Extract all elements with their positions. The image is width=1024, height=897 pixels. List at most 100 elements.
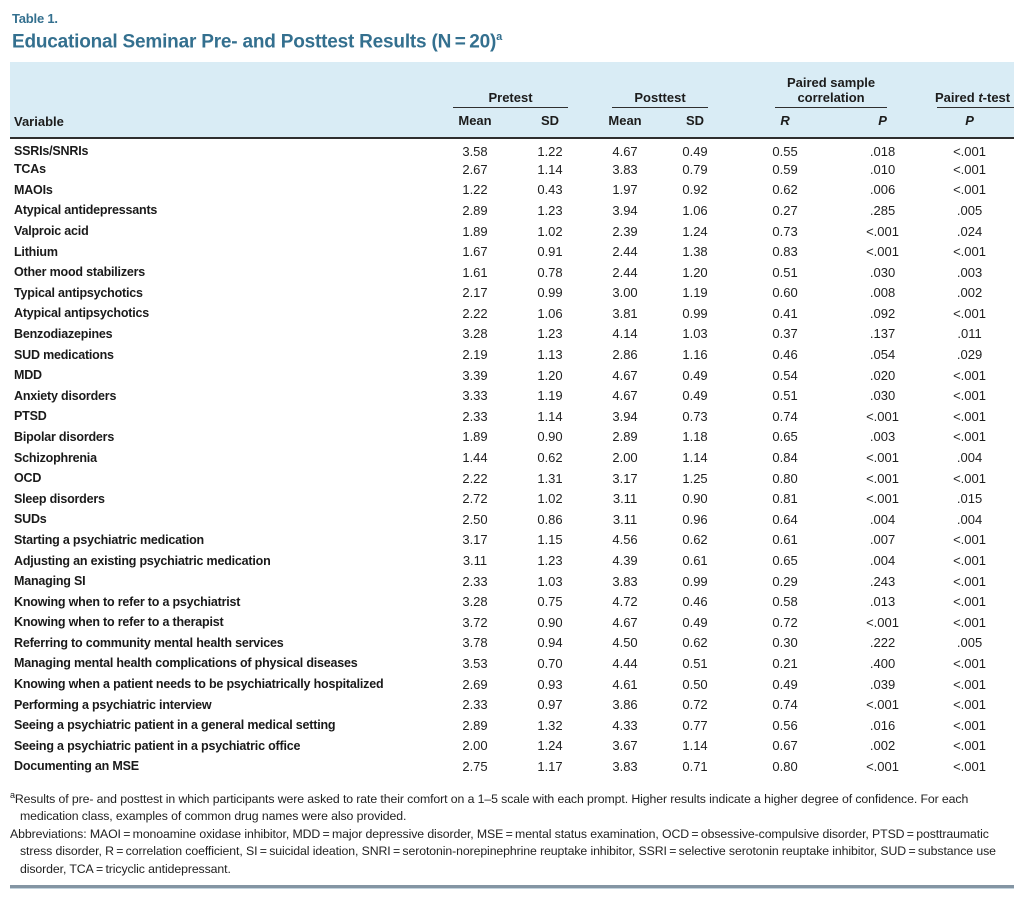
value-cell: .003 — [869, 429, 896, 445]
value-cell: 1.23 — [537, 202, 563, 218]
value-cell: 2.33 — [462, 573, 488, 589]
value-cell: <.001 — [953, 676, 986, 692]
value-cell: <.001 — [953, 738, 986, 754]
value-cell: 3.28 — [462, 594, 488, 610]
value-cell: 4.50 — [612, 635, 638, 651]
value-cell: 0.54 — [772, 367, 798, 383]
table-row: SSRIs/SNRIs 3.58 1.22 4.67 0.49 0.55 .018 <.001 — [10, 138, 1014, 159]
ttest-group-rule — [937, 107, 1015, 109]
value-cell: 2.22 — [462, 305, 488, 321]
variable-cell: SUD medications — [14, 347, 114, 362]
value-cell: 0.27 — [772, 202, 798, 218]
value-cell: <.001 — [866, 223, 899, 239]
value-cell: .400 — [869, 655, 896, 671]
table-row: SUDs 2.50 0.86 3.11 0.96 0.64 .004 .004 — [10, 509, 1014, 530]
value-cell: 2.33 — [462, 697, 488, 713]
variable-cell: SUDs — [14, 512, 47, 527]
value-cell: <.001 — [866, 491, 899, 507]
value-cell: <.001 — [953, 244, 986, 260]
variable-cell: Anxiety disorders — [14, 388, 117, 403]
value-cell: 4.72 — [612, 594, 638, 610]
column-header-posttest-mean: Mean — [590, 108, 661, 140]
footnote-abbreviations: Abbreviations: MAOI = monoamine oxidase … — [10, 826, 996, 876]
variable-cell: Sleep disorders — [14, 491, 105, 506]
value-cell: <.001 — [953, 305, 986, 321]
value-cell: 2.33 — [462, 408, 488, 424]
table-row: Valproic acid 1.89 1.02 2.39 1.24 0.73 <.001 .0… — [10, 221, 1014, 242]
value-cell: 1.89 — [462, 223, 488, 239]
value-cell: 0.94 — [537, 635, 563, 651]
value-cell: 3.11 — [612, 491, 638, 507]
value-cell: <.001 — [866, 408, 899, 424]
value-cell: 2.44 — [612, 264, 638, 280]
column-header-correlation-r: R — [730, 108, 841, 140]
value-cell: 0.51 — [682, 655, 708, 671]
table-row: Knowing when to refer to a therapist 3.72… — [10, 612, 1014, 633]
ttest-group-label: Paired t-test — [931, 90, 1014, 107]
value-cell: 2.89 — [612, 429, 638, 445]
value-cell: 1.17 — [537, 758, 563, 774]
ttest-label-prefix: Paired — [934, 90, 979, 106]
value-cell: 0.72 — [772, 614, 798, 630]
variable-cell: MDD — [14, 368, 42, 383]
column-header-variable: Variable — [10, 62, 440, 140]
value-cell: .020 — [869, 367, 896, 383]
value-cell: .030 — [869, 388, 896, 404]
value-cell: 1.61 — [462, 264, 488, 280]
value-cell: 0.62 — [682, 635, 708, 651]
value-cell: 2.89 — [462, 717, 488, 733]
value-cell: 3.00 — [612, 285, 638, 301]
value-cell: 0.73 — [682, 408, 708, 424]
value-cell: 1.19 — [682, 285, 708, 301]
value-cell: <.001 — [953, 429, 986, 445]
value-cell: 3.17 — [612, 470, 638, 486]
value-cell: 0.21 — [772, 655, 798, 671]
value-cell: .015 — [956, 491, 983, 507]
value-cell: .003 — [956, 264, 983, 280]
value-cell: .004 — [956, 450, 983, 466]
value-cell: 3.78 — [462, 635, 488, 651]
value-cell: 2.75 — [462, 758, 488, 774]
value-cell: 1.67 — [462, 244, 488, 260]
bottom-rule — [10, 885, 1014, 890]
value-cell: 3.39 — [462, 367, 488, 383]
value-cell: 1.06 — [682, 202, 708, 218]
value-cell: 0.37 — [772, 326, 798, 342]
table-row: PTSD 2.33 1.14 3.94 0.73 0.74 <.001 <.001 — [10, 406, 1014, 427]
column-header-posttest-sd: SD — [660, 108, 731, 140]
value-cell: 0.99 — [682, 573, 708, 589]
value-cell: 4.67 — [612, 388, 638, 404]
value-cell: 0.81 — [772, 491, 798, 507]
value-cell: <.001 — [953, 182, 986, 198]
value-cell: 2.67 — [462, 161, 488, 177]
value-cell: 2.89 — [462, 202, 488, 218]
value-cell: <.001 — [953, 573, 986, 589]
header-group-row: Variable Pretest Posttest Paired sample … — [10, 62, 1015, 140]
variable-cell: Schizophrenia — [14, 450, 97, 465]
value-cell: .007 — [869, 532, 896, 548]
value-cell: .004 — [956, 511, 983, 527]
variable-cell: Starting a psychiatric medication — [14, 532, 204, 547]
value-cell: .092 — [869, 305, 896, 321]
value-cell: 0.46 — [772, 347, 798, 363]
variable-cell: Knowing when a patient needs to be psych… — [14, 677, 384, 692]
value-cell: 0.80 — [772, 470, 798, 486]
value-cell: 3.72 — [462, 614, 488, 630]
value-cell: 1.03 — [537, 573, 563, 589]
value-cell: .016 — [869, 717, 896, 733]
table-row: MAOIs 1.22 0.43 1.97 0.92 0.62 .006 <.001 — [10, 180, 1014, 201]
value-cell: 0.64 — [772, 511, 798, 527]
value-cell: 0.83 — [772, 244, 798, 260]
value-cell: <.001 — [953, 408, 986, 424]
value-cell: 0.74 — [772, 697, 798, 713]
value-cell: 0.49 — [682, 143, 708, 159]
value-cell: 0.77 — [682, 717, 708, 733]
value-cell: 1.32 — [537, 717, 563, 733]
value-cell: 0.99 — [537, 285, 563, 301]
value-cell: .004 — [869, 511, 896, 527]
value-cell: <.001 — [953, 143, 986, 159]
table-header: Variable Pretest Posttest Paired sample … — [10, 62, 1015, 140]
value-cell: 1.02 — [537, 223, 563, 239]
value-cell: 3.53 — [462, 655, 488, 671]
